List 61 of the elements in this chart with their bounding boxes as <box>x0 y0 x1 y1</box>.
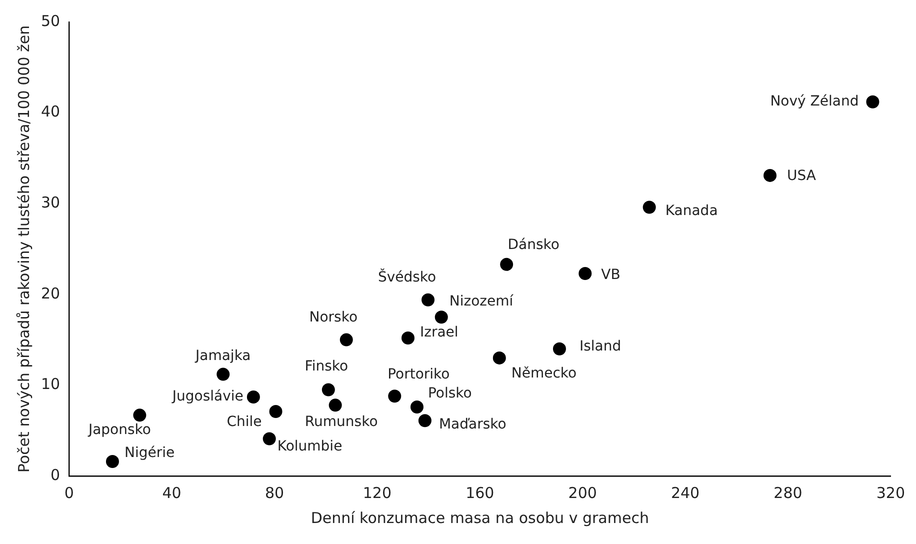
x-tick-label: 40 <box>162 484 182 502</box>
annotation: Dánsko <box>508 237 560 254</box>
point <box>642 200 656 214</box>
point <box>328 398 342 412</box>
annotation: USA <box>787 168 816 184</box>
annotation: Island <box>579 338 622 355</box>
point <box>322 383 335 396</box>
annotation: Nizozemí <box>449 294 514 310</box>
y-tick-label: 20 <box>40 284 60 302</box>
point <box>262 432 276 446</box>
point <box>269 405 282 418</box>
x-tick-label: 160 <box>466 484 494 502</box>
annotation: Nigérie <box>124 445 175 462</box>
point <box>500 258 514 271</box>
annotation: Nový Zéland <box>770 94 859 110</box>
annotation: Kolumbie <box>277 438 342 454</box>
point <box>106 454 119 468</box>
annotation: Chile <box>226 414 262 430</box>
annotation: Norsko <box>309 309 358 326</box>
annotation: Izrael <box>420 324 458 341</box>
point <box>410 400 424 414</box>
annotation: Finsko <box>304 358 348 374</box>
annotation: Jugoslávie <box>171 388 244 405</box>
point <box>492 351 506 364</box>
point <box>216 368 230 381</box>
y-tick-label: 0 <box>50 466 60 484</box>
point <box>388 390 402 403</box>
point <box>764 168 777 182</box>
annotation: Rumunsko <box>304 414 378 430</box>
annotation: Maďarsko <box>438 416 506 432</box>
y-tick-label: 50 <box>40 12 60 30</box>
x-tick-label: 80 <box>264 484 284 502</box>
point <box>552 342 566 356</box>
point <box>434 310 448 324</box>
x-axis-title: Denní konzumace masa na osobu v gramech <box>310 508 649 527</box>
point <box>133 408 146 422</box>
x-tick-label: 200 <box>568 484 597 502</box>
point <box>246 390 260 404</box>
y-tick-label: 10 <box>40 375 60 394</box>
y-tick-label: 30 <box>40 193 60 212</box>
x-tick-label: 120 <box>362 484 392 502</box>
point <box>422 293 435 306</box>
annotation: Portoriko <box>388 366 450 383</box>
x-tick-label: 0 <box>64 484 74 502</box>
annotation: Švédsko <box>378 268 436 286</box>
annotation: Německo <box>511 366 577 382</box>
point <box>866 95 880 108</box>
x-tick-label: 280 <box>774 484 802 502</box>
annotation: Japonsko <box>87 422 151 438</box>
point <box>401 331 414 344</box>
annotation: Jamajka <box>194 348 251 364</box>
y-axis-title: Počet nových případů rakoviny tlustého střeva/100 000 žen <box>14 25 33 473</box>
x-tick-label: 320 <box>876 484 906 502</box>
annotation: Polsko <box>428 386 472 402</box>
annotation: VB <box>601 267 620 284</box>
point <box>418 414 432 428</box>
annotation: Kanada <box>665 202 718 219</box>
x-tick-label: 240 <box>670 484 700 502</box>
point <box>578 267 592 280</box>
point <box>340 333 353 346</box>
y-tick-label: 40 <box>40 102 60 121</box>
